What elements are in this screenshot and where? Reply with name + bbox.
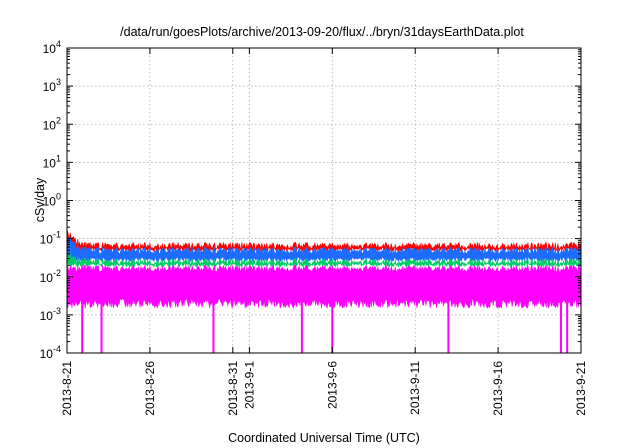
y-tick-exponent: -3 [53, 306, 61, 316]
y-tick-exponent: -4 [53, 344, 61, 354]
y-tick-base: 10 [43, 118, 57, 132]
y-tick-base: 10 [40, 271, 54, 285]
chart-title: /data/run/goesPlots/archive/2013-09-20/f… [120, 25, 524, 39]
y-tick-base: 10 [43, 195, 57, 209]
y-tick-base: 10 [40, 347, 54, 361]
plot-frame [66, 47, 582, 354]
x-axis-label: Coordinated Universal Time (UTC) [228, 431, 420, 445]
y-tick-label: 100 [43, 192, 61, 209]
x-tick-label: 2013-8-26 [143, 361, 157, 416]
y-tick-label: 10-4 [40, 344, 61, 361]
x-tick-label: 2013-8-21 [60, 361, 74, 416]
y-tick-base: 10 [43, 80, 57, 94]
x-tick-label: 2013-9-16 [491, 361, 505, 416]
series-band-3 [66, 264, 582, 310]
y-tick-exponent: 0 [56, 192, 61, 202]
y-tick-exponent: -1 [53, 230, 61, 240]
y-tick-label: 10-1 [40, 230, 61, 247]
y-tick-exponent: 2 [56, 115, 61, 125]
y-axis-label: cSv/day [33, 177, 47, 222]
y-tick-exponent: -2 [53, 268, 61, 278]
y-tick-label: 102 [43, 115, 61, 132]
x-tick-label: 2013-9-11 [408, 361, 422, 415]
y-tick-base: 10 [43, 156, 57, 170]
axis-ticks: 10-410-310-210-11001011021031042013-8-21… [40, 39, 588, 416]
y-tick-label: 10-3 [40, 306, 61, 323]
y-tick-label: 103 [43, 77, 61, 94]
y-tick-base: 10 [40, 233, 54, 247]
y-tick-label: 104 [43, 39, 61, 56]
x-tick-label: 2013-9-6 [325, 361, 339, 409]
data-series [66, 229, 582, 353]
gridlines [67, 48, 581, 353]
y-tick-exponent: 4 [56, 39, 61, 49]
x-tick-label: 2013-9-1 [242, 361, 256, 409]
y-tick-label: 10-2 [40, 268, 61, 285]
y-tick-exponent: 3 [56, 77, 61, 87]
x-tick-label: 2013-8-31 [226, 361, 240, 416]
x-tick-label: 2013-9-21 [574, 361, 588, 416]
y-tick-base: 10 [40, 309, 54, 323]
y-tick-exponent: 1 [56, 153, 61, 163]
y-tick-label: 101 [43, 153, 61, 170]
y-tick-base: 10 [43, 42, 57, 56]
